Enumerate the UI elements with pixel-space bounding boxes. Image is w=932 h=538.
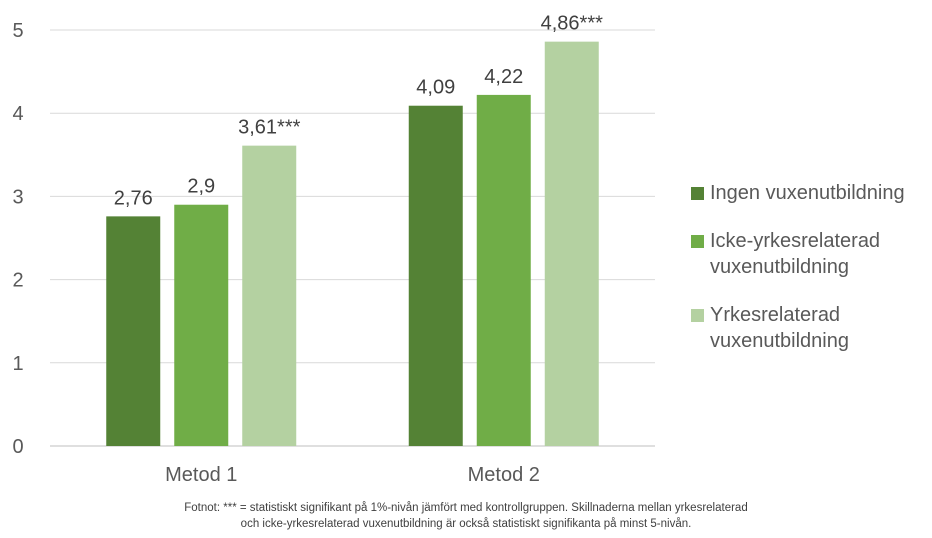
y-tick-label: 1: [12, 353, 23, 375]
y-axis-ticks: 0 1 2 3 4 5: [12, 20, 23, 458]
bar: [242, 145, 297, 446]
legend-swatch: [691, 187, 704, 200]
x-axis-ticks: Metod 1 Metod 2: [165, 464, 540, 486]
bar: [106, 216, 161, 446]
footnote-line: Fotnot: *** = statistiskt signifikant på…: [184, 502, 748, 514]
data-label: 4,09: [416, 77, 455, 99]
legend-label: Ingen vuxenutbildning: [710, 182, 905, 204]
legend-label: Icke-yrkesrelaterad vuxenutbildning: [710, 230, 881, 278]
data-label: 3,61***: [238, 117, 300, 139]
bar: [544, 41, 599, 446]
bar-group: [106, 41, 599, 447]
y-tick-label: 5: [12, 20, 23, 42]
legend: Ingen vuxenutbildning Icke-yrkesrelatera…: [691, 180, 931, 376]
legend-item-icke-yrkesrelaterad: Icke-yrkesrelaterad vuxenutbildning: [691, 228, 931, 280]
y-tick-label: 2: [12, 270, 23, 292]
legend-swatch: [691, 235, 704, 248]
data-label: 4,22: [484, 66, 523, 88]
data-label: 2,76: [114, 187, 153, 209]
y-tick-label: 4: [12, 103, 23, 125]
legend-swatch: [691, 309, 704, 322]
x-tick-label: Metod 2: [468, 464, 540, 486]
legend-item-yrkesrelaterad: Yrkesrelaterad vuxenutbildning: [691, 302, 931, 354]
data-labels: 2,76 2,9 3,61*** 4,09 4,22 4,86***: [114, 13, 603, 210]
y-tick-label: 0: [12, 436, 23, 458]
y-tick-label: 3: [12, 186, 23, 208]
legend-item-ingen: Ingen vuxenutbildning: [691, 180, 931, 206]
legend-label: Yrkesrelaterad vuxenutbildning: [710, 304, 849, 352]
footnote-line: och icke-yrkesrelaterad vuxenutbildning …: [240, 518, 692, 530]
bar: [408, 105, 463, 446]
bar: [476, 94, 531, 447]
data-label: 2,9: [187, 176, 215, 198]
bar: [174, 204, 229, 446]
x-tick-label: Metod 1: [165, 464, 237, 486]
data-label: 4,86***: [541, 13, 603, 35]
footnote: Fotnot: *** = statistiskt signifikant på…: [0, 500, 932, 532]
